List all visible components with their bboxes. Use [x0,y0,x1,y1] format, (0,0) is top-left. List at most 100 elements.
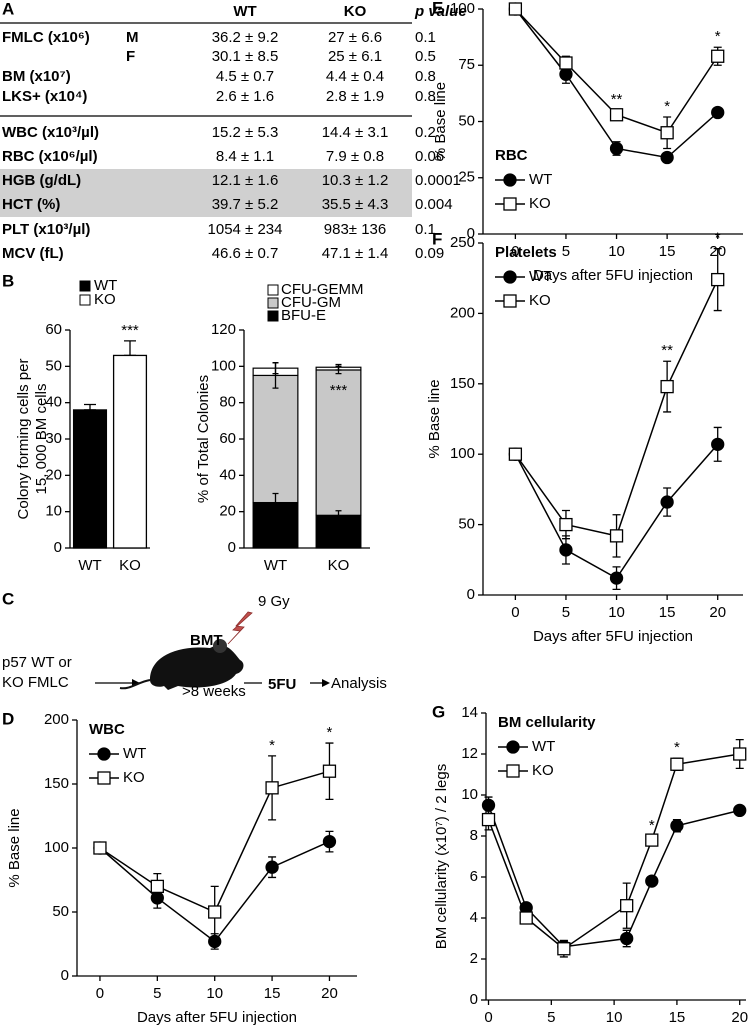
marker [733,803,747,818]
marker [519,911,533,925]
marker [609,529,624,543]
legend-swatch [267,297,279,309]
cell: 0.09 [415,245,444,262]
legend-label: WT [123,745,146,762]
marker [660,126,674,140]
legend-label: WT [532,738,555,755]
x-tick-label: 20 [731,1009,748,1026]
marker [208,905,222,919]
error-bar [272,362,279,375]
legend-title: Platelets [495,244,557,261]
diagram-end: Analysis [331,675,387,692]
y-axis-label: % Base line [432,82,449,161]
legend-swatch [267,284,279,296]
arrow-head [322,679,330,687]
legend-title: WBC [89,721,125,738]
marker [265,860,279,874]
legend-marker [503,197,517,211]
marker [620,931,634,946]
row-label: RBC (x10⁶/µl) [2,148,98,165]
y-tick-label: 0 [228,539,236,556]
y-tick-label: 50 [458,516,475,533]
legend-title: RBC [495,147,528,164]
marker [609,141,624,156]
annotation: * [664,98,670,115]
diagram-source: p57 WT or [2,654,72,671]
y-tick-label: 0 [467,586,475,603]
cell: 983± 136 [324,221,386,238]
bar-segment [315,514,362,549]
x-tick-label: 10 [606,1009,623,1026]
line [514,279,719,537]
y-axis-label: Colony forming cells per [15,359,32,520]
y-tick-label: 12 [461,745,478,762]
line [514,443,719,580]
legend-marker [97,771,111,785]
cell: 15.2 ± 5.3 [212,124,279,141]
panel-label: D [2,709,14,728]
cell: 0.1 [415,29,436,46]
error-bar [335,363,342,371]
cell: 0.0001 [415,172,461,189]
marker [150,891,164,905]
cell: 0.004 [415,196,453,213]
cell: 7.9 ± 0.8 [326,148,384,165]
legend-marker [97,747,111,761]
row-label: BM (x10⁷) [2,68,71,85]
marker [481,798,496,812]
marker [660,495,674,509]
row-highlight [0,193,412,217]
x-tick-label: WT [264,557,287,574]
x-tick-label: 0 [511,243,519,260]
y-tick-label: 20 [45,466,62,483]
y-tick-label: 6 [470,868,478,885]
x-axis-label: Days after 5FU injection [533,267,693,284]
x-tick-label: 20 [709,604,726,621]
legend-marker [506,764,520,778]
y-axis-label: 15, 000 BM cells [33,384,50,495]
marker [559,56,573,70]
marker [609,571,624,585]
legend-marker [503,270,517,284]
annotation: * [674,739,680,756]
y-tick-label: 10 [45,503,62,520]
cell: 27 ± 6.6 [328,29,382,46]
error-bar [335,510,342,521]
y-tick-label: 50 [458,112,475,129]
line [487,804,740,948]
y-tick-label: 60 [219,430,236,447]
annotation: ** [611,91,623,108]
marker [557,942,571,956]
y-tick-label: 100 [450,0,475,17]
x-tick-label: KO [119,557,141,574]
marker [660,379,674,394]
row-group: M [126,29,139,46]
x-tick-label: 5 [153,985,161,1002]
legend-marker [506,740,520,754]
cell: 39.7 ± 5.2 [212,196,279,213]
line [514,8,719,159]
cell: 47.1 ± 1.4 [322,245,389,262]
diagram-source: KO FMLC [2,674,69,691]
bar-segment [252,374,299,504]
x-tick-label: 15 [659,604,676,621]
y-tick-label: 50 [52,903,69,920]
x-tick-label: 5 [547,1009,555,1026]
y-axis-label: BM cellularity (x10⁷) / 2 legs [433,764,450,950]
marker [322,764,337,778]
panel-label: A [2,0,14,18]
x-tick-label: 15 [659,243,676,260]
legend-label: KO [94,291,116,308]
row-label: MCV (fL) [2,245,64,262]
y-tick-label: 40 [45,394,62,411]
column-header: WT [233,3,256,20]
y-tick-label: 80 [219,394,236,411]
column-header: KO [344,3,367,20]
diagram-treatment: 5FU [268,676,296,693]
y-tick-label: 100 [44,839,69,856]
x-tick-label: 0 [96,985,104,1002]
legend-label: WT [529,171,552,188]
diagram: p57 WT or KO FMLC BMT 9 Gy >8 weeks 5FU … [2,593,387,700]
row-highlight [0,169,412,193]
